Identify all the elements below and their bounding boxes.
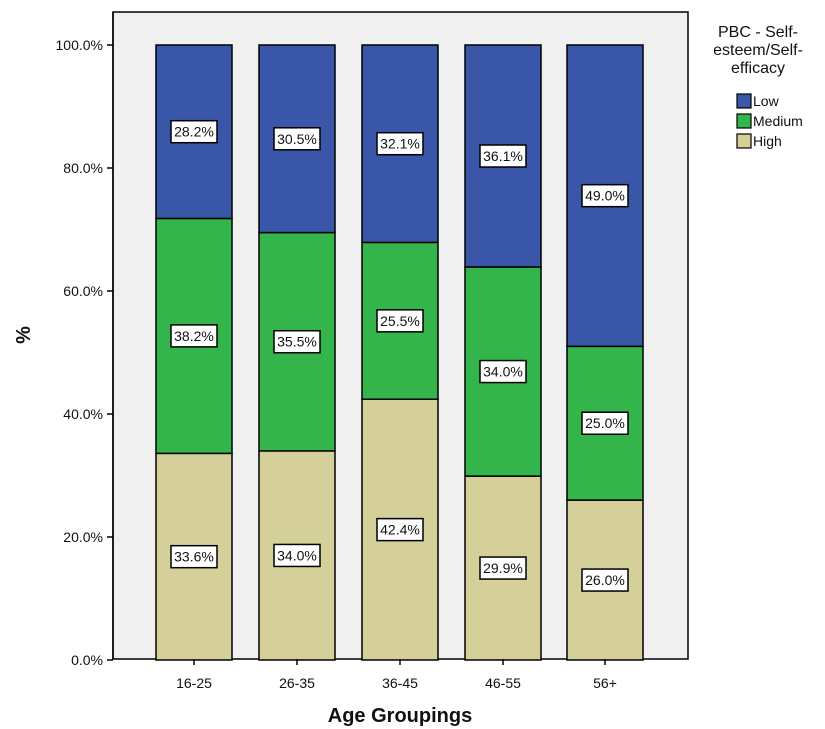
data-label-high-36-45: 42.4% <box>376 517 424 542</box>
legend-item-low: Low <box>736 93 780 109</box>
y-axis: 0.0% 20.0% 40.0% 60.0% 80.0% 100.0% <box>56 12 114 668</box>
legend: PBC - Self-esteem/Self-efficacy Low Medium… <box>713 24 803 149</box>
data-label-text: 28.2% <box>174 124 214 140</box>
data-label-text: 42.4% <box>380 522 420 538</box>
data-label-high-46-55: 29.9% <box>479 556 527 580</box>
y-tick-label: 20.0% <box>63 529 103 545</box>
data-label-medium-36-45: 25.5% <box>376 309 424 333</box>
data-label-text: 36.1% <box>483 148 523 164</box>
data-label-text: 26.0% <box>585 572 625 588</box>
legend-label: Low <box>753 93 780 109</box>
legend-swatch <box>736 93 752 109</box>
data-label-box <box>581 411 629 435</box>
data-label-text: 49.0% <box>585 188 625 204</box>
data-label-text: 32.1% <box>380 136 420 152</box>
legend-swatch <box>736 113 752 129</box>
legend-title-line: PBC - Self- <box>718 24 798 41</box>
data-label-box <box>170 324 218 348</box>
x-tick-label: 16-25 <box>176 675 212 691</box>
x-axis-title: Age Groupings <box>328 705 472 727</box>
data-label-box <box>479 556 527 580</box>
y-tick-label: 100.0% <box>56 37 103 53</box>
data-label-text: 33.6% <box>174 549 214 565</box>
data-label-low-36-45: 32.1% <box>376 131 424 156</box>
data-label-box <box>376 517 424 542</box>
data-label-low-56+: 49.0% <box>581 183 629 208</box>
data-label-box <box>273 329 321 354</box>
axis-titles: Age Groupings % <box>13 326 472 727</box>
y-tick-label: 0.0% <box>71 652 103 668</box>
x-tick-label: 56+ <box>593 675 617 691</box>
data-label-medium-16-25: 38.2% <box>170 324 218 348</box>
legend-title-line: efficacy <box>731 60 785 77</box>
data-label-high-56+: 26.0% <box>581 568 629 592</box>
data-label-box <box>376 309 424 333</box>
x-axis: 16-25 26-35 36-45 46-55 56+ <box>176 659 617 691</box>
data-label-text: 34.0% <box>483 364 523 380</box>
data-label-low-16-25: 28.2% <box>170 119 218 144</box>
data-label-box <box>479 359 527 384</box>
data-label-medium-26-35: 35.5% <box>273 329 321 354</box>
x-tick-label: 26-35 <box>279 675 315 691</box>
data-label-box <box>273 543 321 568</box>
legend-item-high: High <box>736 133 782 149</box>
data-label-box <box>479 144 527 168</box>
legend-item-medium: Medium <box>736 113 803 129</box>
data-label-high-26-35: 34.0% <box>273 543 321 568</box>
y-tick-label: 60.0% <box>63 283 103 299</box>
plot-area: 33.6% 38.2% 28.2% 34.0% 35.5% 30.5% 42.4% 25.5%… <box>112 11 689 661</box>
y-tick-label: 80.0% <box>63 160 103 176</box>
legend-swatch <box>736 133 752 149</box>
data-label-text: 30.5% <box>277 131 317 147</box>
legend-title-line: esteem/Self- <box>713 42 803 59</box>
data-label-text: 25.5% <box>380 313 420 329</box>
data-label-box <box>581 183 629 208</box>
data-label-box <box>170 119 218 144</box>
data-label-low-26-35: 30.5% <box>273 127 321 151</box>
y-axis-title: % <box>13 326 35 344</box>
data-label-box <box>170 544 218 569</box>
data-label-medium-46-55: 34.0% <box>479 359 527 384</box>
data-label-box <box>376 131 424 156</box>
data-label-low-46-55: 36.1% <box>479 144 527 168</box>
x-tick-label: 36-45 <box>382 675 418 691</box>
data-label-text: 35.5% <box>277 334 317 350</box>
legend-label: High <box>753 133 782 149</box>
x-tick-label: 46-55 <box>485 675 521 691</box>
data-label-medium-56+: 25.0% <box>581 411 629 435</box>
data-label-text: 29.9% <box>483 560 523 576</box>
data-label-text: 25.0% <box>585 415 625 431</box>
legend-label: Medium <box>753 113 803 129</box>
data-label-box <box>273 127 321 151</box>
data-label-box <box>581 568 629 592</box>
data-label-text: 34.0% <box>277 547 317 563</box>
y-tick-label: 40.0% <box>63 406 103 422</box>
data-label-high-16-25: 33.6% <box>170 544 218 569</box>
data-label-text: 38.2% <box>174 328 214 344</box>
